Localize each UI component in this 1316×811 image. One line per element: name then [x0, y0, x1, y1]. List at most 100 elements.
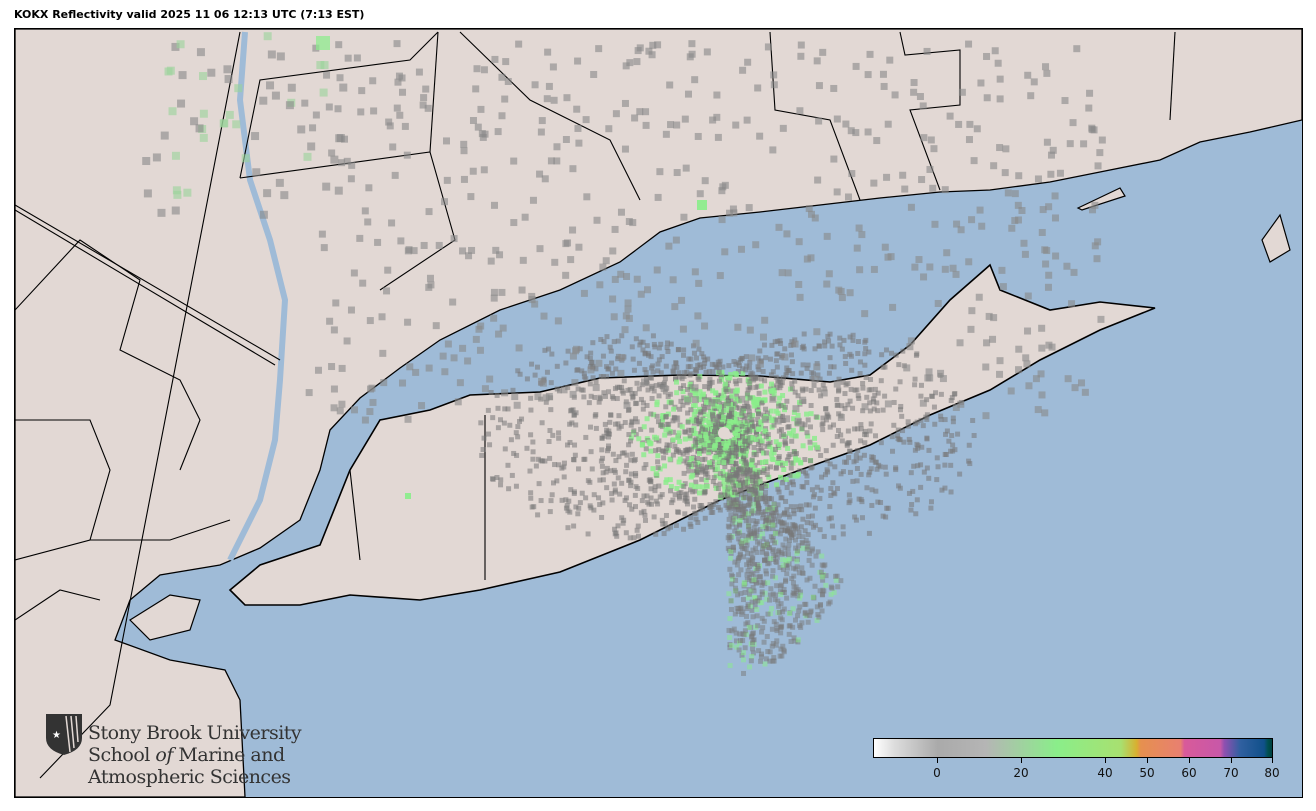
- radar-echo: [834, 486, 840, 492]
- radar-echo: [511, 393, 519, 401]
- radar-echo: [702, 427, 708, 433]
- radar-echo: [707, 376, 713, 382]
- radar-echo: [850, 405, 856, 411]
- radar-echo: [615, 523, 621, 529]
- radar-echo: [742, 628, 748, 634]
- radar-echo: [968, 216, 976, 224]
- radar-echo: [792, 389, 798, 395]
- radar-echo: [699, 463, 705, 469]
- radar-echo: [883, 173, 891, 181]
- radar-echo: [366, 317, 374, 325]
- radar-echo: [601, 390, 607, 396]
- radar-echo: [948, 448, 954, 454]
- radar-echo: [605, 446, 611, 452]
- radar-echo: [682, 481, 688, 487]
- radar-echo: [398, 74, 406, 82]
- radar-echo: [879, 70, 887, 78]
- radar-echo: [841, 337, 847, 343]
- radar-echo: [1025, 382, 1033, 390]
- radar-echo: [554, 317, 562, 325]
- radar-echo: [766, 474, 772, 480]
- radar-echo: [784, 507, 790, 513]
- radar-echo: [787, 480, 793, 486]
- radar-echo: [782, 551, 788, 557]
- radar-echo: [837, 413, 845, 421]
- radar-echo: [691, 384, 699, 392]
- radar-echo: [719, 183, 727, 191]
- logo-line1: Stony Brook University: [88, 722, 302, 744]
- radar-echo: [790, 592, 796, 598]
- radar-echo: [799, 620, 805, 626]
- radar-echo: [618, 423, 624, 429]
- radar-echo: [687, 433, 693, 439]
- radar-echo: [967, 325, 975, 333]
- radar-echo: [384, 266, 392, 274]
- radar-echo: [1078, 379, 1086, 387]
- radar-echo: [782, 346, 788, 352]
- radar-echo: [486, 431, 492, 437]
- radar-echo: [769, 446, 775, 452]
- radar-echo: [737, 378, 743, 384]
- radar-echo: [793, 566, 799, 572]
- radar-echo: [852, 62, 860, 70]
- radar-echo: [688, 515, 694, 521]
- radar-echo: [631, 114, 639, 122]
- radar-echo: [694, 312, 702, 320]
- radar-echo: [675, 347, 681, 353]
- radar-echo: [893, 386, 899, 392]
- radar-echo: [762, 509, 768, 515]
- radar-echo: [753, 437, 759, 443]
- radar-echo: [747, 496, 753, 502]
- radar-map[interactable]: [14, 28, 1303, 798]
- radar-echo: [778, 625, 784, 631]
- state-county-borders: [15, 31, 1176, 779]
- radar-echo: [878, 378, 884, 384]
- radar-echo: [693, 516, 699, 522]
- radar-echo: [460, 147, 468, 155]
- radar-echo: [719, 395, 725, 401]
- radar-echo: [786, 561, 792, 567]
- radar-echo: [651, 514, 657, 520]
- radar-echo: [808, 520, 814, 526]
- radar-echo: [625, 407, 631, 413]
- radar-echo: [785, 552, 791, 558]
- radar-echo: [659, 517, 665, 523]
- radar-echo: [663, 363, 669, 369]
- radar-echo: [978, 222, 986, 230]
- radar-echo: [757, 541, 763, 547]
- radar-echo: [579, 387, 585, 393]
- radar-echo: [763, 355, 769, 361]
- radar-echo: [740, 433, 746, 439]
- radar-echo: [774, 638, 780, 644]
- radar-echo: [891, 91, 899, 99]
- radar-echo: [763, 434, 769, 440]
- radar-echo: [728, 548, 734, 554]
- radar-echo: [730, 418, 736, 424]
- radar-echo: [830, 480, 836, 486]
- radar-echo: [343, 157, 351, 165]
- radar-echo: [833, 577, 839, 583]
- radar-echo: [444, 340, 452, 348]
- radar-echo: [548, 407, 554, 413]
- radar-echo: [852, 426, 858, 432]
- radar-echo: [735, 490, 741, 496]
- radar-echo: [738, 395, 746, 403]
- radar-echo: [703, 431, 709, 437]
- radar-echo: [733, 470, 739, 476]
- radar-echo: [878, 440, 884, 446]
- radar-echo: [801, 331, 807, 337]
- radar-echo: [773, 621, 779, 627]
- radar-echo: [779, 462, 785, 468]
- radar-echo: [874, 400, 880, 406]
- radar-echo: [805, 619, 811, 625]
- radar-echo: [695, 456, 701, 462]
- radar-echo: [732, 378, 738, 384]
- radar-echo: [1096, 149, 1104, 157]
- radar-echo: [755, 416, 761, 422]
- radar-echo: [734, 644, 740, 650]
- radar-echo: [717, 459, 723, 465]
- radar-echo: [736, 474, 742, 480]
- radar-echo: [303, 152, 312, 161]
- radar-echo: [711, 475, 717, 481]
- radar-echo: [780, 643, 786, 649]
